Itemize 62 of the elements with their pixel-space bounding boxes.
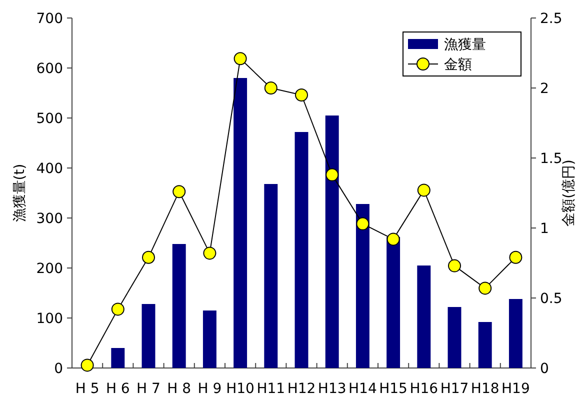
bar <box>356 204 370 368</box>
point <box>326 168 339 182</box>
x-tick-label: H11 <box>256 381 286 397</box>
bar <box>478 322 492 368</box>
point <box>509 250 522 264</box>
point <box>234 52 247 66</box>
y2-tick-label: 1 <box>540 221 549 237</box>
y-axis-title: 漁獲量(t) <box>12 164 28 222</box>
point <box>386 232 400 246</box>
point <box>172 185 186 198</box>
x-tick-label: H13 <box>318 381 346 397</box>
y-tick-label: 500 <box>36 111 63 127</box>
bar <box>508 299 522 368</box>
y-tick-label: 700 <box>36 11 63 27</box>
legend-label: 漁獲量 <box>444 37 486 53</box>
point <box>478 282 492 295</box>
point <box>417 184 430 197</box>
x-tick-label: H17 <box>440 381 469 397</box>
x-tick-label: H19 <box>502 381 530 397</box>
bar <box>294 132 308 368</box>
y2-tick-label: 1.5 <box>540 151 562 167</box>
bar <box>142 304 156 368</box>
y-tick-label: 300 <box>36 211 63 227</box>
point <box>295 88 308 102</box>
y-tick-label: 600 <box>36 61 63 77</box>
x-tick-label: H18 <box>470 381 500 397</box>
y-tick-label: 100 <box>36 311 63 327</box>
y-tick-label: 200 <box>36 261 63 277</box>
x-tick-label: H 6 <box>106 381 130 397</box>
x-tick-label: H12 <box>287 381 316 397</box>
y2-tick-label: 0.5 <box>540 291 562 307</box>
y-tick-label: 400 <box>36 161 63 177</box>
bar <box>264 184 278 368</box>
point <box>264 82 278 94</box>
x-tick-label: H 5 <box>75 381 100 397</box>
point <box>80 358 94 372</box>
legend-label: 金額 <box>444 57 472 73</box>
bar <box>234 78 248 368</box>
y2-axis-title: 金額(億円) <box>561 160 577 226</box>
x-tick-label: H 8 <box>167 381 192 397</box>
point <box>448 259 461 272</box>
point <box>356 217 370 230</box>
x-tick-label: H 7 <box>136 381 160 397</box>
y2-tick-label: 2 <box>540 81 549 97</box>
bar <box>448 307 462 368</box>
point <box>203 246 216 260</box>
bar <box>111 348 125 368</box>
x-tick-label: H15 <box>379 381 408 397</box>
bar <box>325 116 339 368</box>
y2-tick-label: 0 <box>540 361 549 377</box>
bar <box>172 244 186 368</box>
point <box>142 250 155 264</box>
bar <box>202 310 216 368</box>
point <box>111 302 124 316</box>
y2-tick-label: 2.5 <box>540 11 562 27</box>
x-tick-label: H 9 <box>198 381 222 397</box>
bar <box>417 266 431 368</box>
y-tick-label: 0 <box>54 361 63 377</box>
x-tick-label: H16 <box>410 381 438 397</box>
bar <box>386 237 400 368</box>
x-tick-label: H10 <box>226 381 254 397</box>
x-tick-label: H14 <box>348 381 377 397</box>
